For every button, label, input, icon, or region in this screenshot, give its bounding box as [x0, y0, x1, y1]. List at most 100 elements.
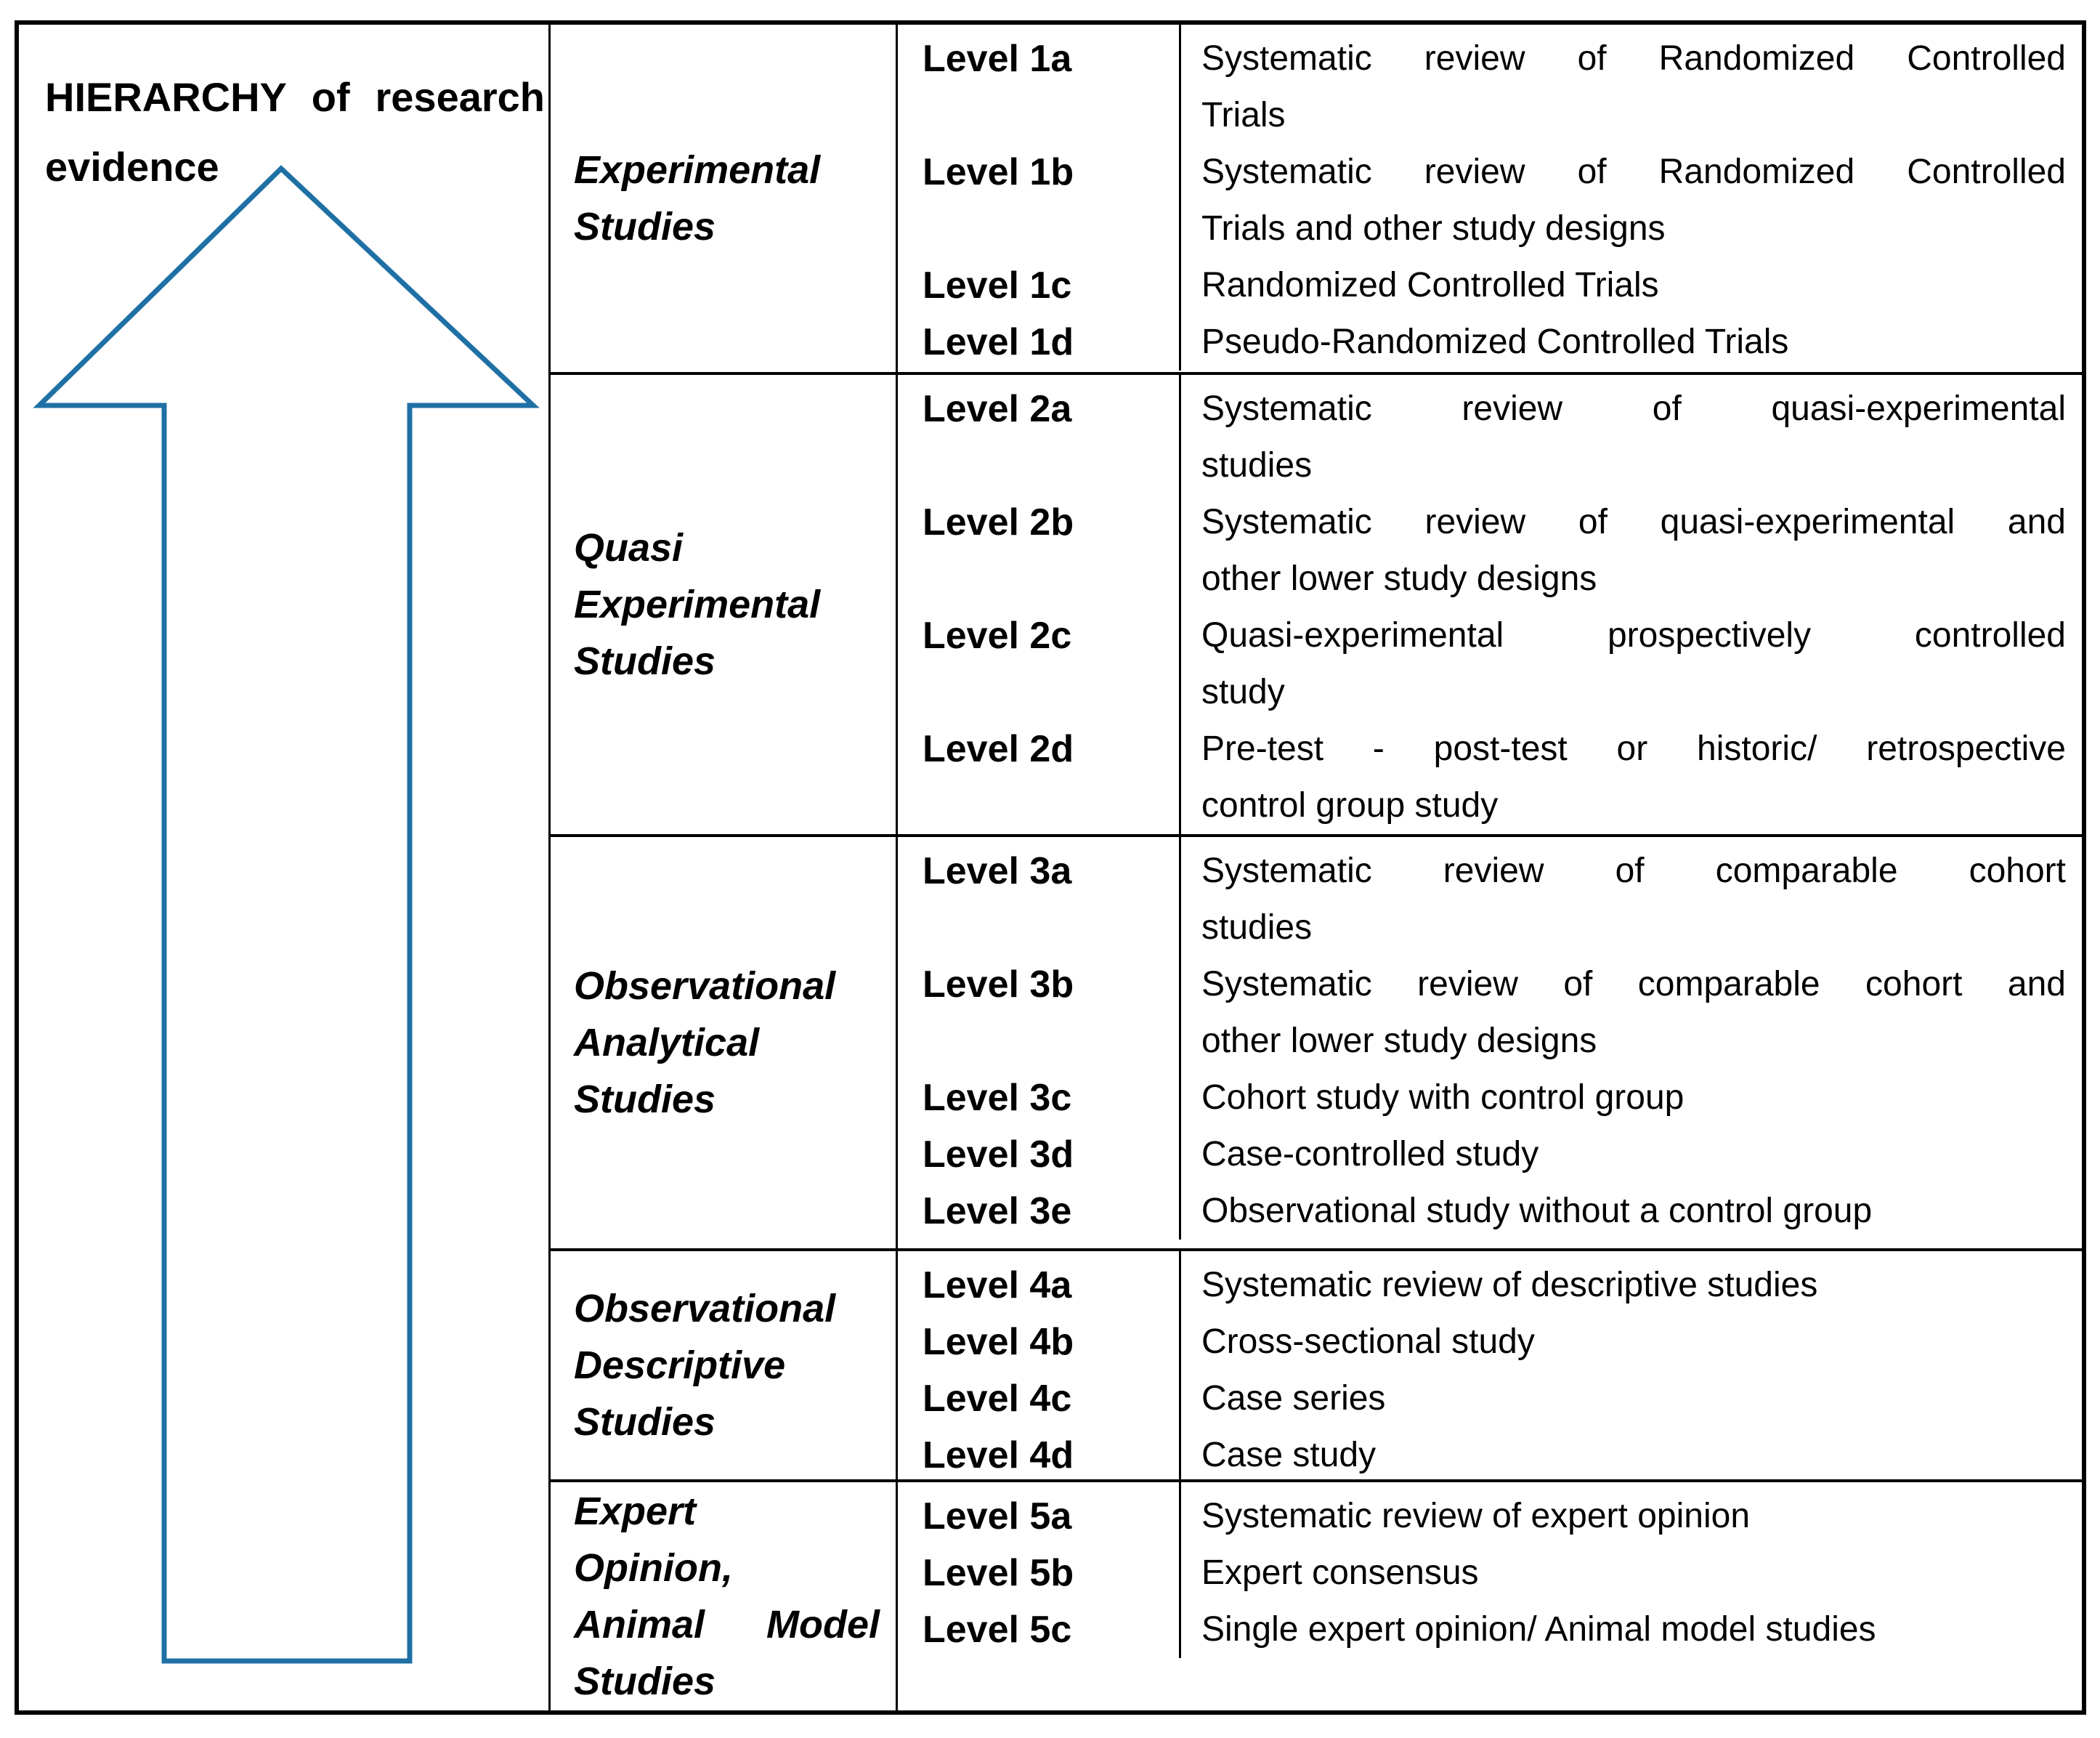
- category-text-line: Studies: [574, 1400, 716, 1444]
- category-text-line: Experimental: [574, 148, 821, 192]
- table-row: Level 2d Pre-test - post-test or histori…: [898, 721, 2082, 834]
- description-text-line: Systematic review of descriptive studies: [1201, 1266, 1818, 1304]
- category-text-line: Descriptive: [574, 1343, 786, 1387]
- table-row: Level 4d Case study: [898, 1427, 2082, 1484]
- table-row: Level 1a Systematic review of Randomized…: [898, 25, 2082, 144]
- level-rows: Level 1a Systematic review of Randomized…: [898, 25, 2082, 372]
- level-description: Quasi-experimental prospectively control…: [1179, 607, 2082, 721]
- table-row: Level 5b Expert consensus: [898, 1545, 2082, 1601]
- table-row: Level 4b Cross-sectional study: [898, 1314, 2082, 1370]
- level-description: Systematic review of quasi-experimental …: [1179, 494, 2082, 607]
- level-description: Case-controlled study: [1179, 1126, 2082, 1183]
- level-label-level-5c: Level 5c: [923, 1609, 1072, 1651]
- level-label-level-3c: Level 3c: [923, 1077, 1072, 1119]
- level-description: Observational study without a control gr…: [1179, 1183, 2082, 1240]
- description-text-line: Cross-sectional study: [1201, 1322, 1535, 1361]
- level-label-level-1a: Level 1a: [923, 38, 1072, 80]
- level-description: Single expert opinion/ Animal model stud…: [1179, 1601, 2082, 1658]
- table-section: Expert Opinion, Animal Model Studies Level …: [551, 1482, 2082, 1710]
- description-text-line: Cohort study with control group: [1201, 1078, 1685, 1117]
- level-description: Pseudo-Randomized Controlled Trials: [1179, 314, 2082, 371]
- description-text-line: Pseudo-Randomized Controlled Trials: [1201, 323, 1789, 361]
- level-rows: Level 4a Systematic review of descriptiv…: [898, 1251, 2082, 1484]
- category-cell-observational-analytical-studies: Observational Analytical Studies: [551, 837, 898, 1248]
- table-row: Level 3c Cohort study with control group: [898, 1070, 2082, 1126]
- table-row: Level 4c Case series: [898, 1370, 2082, 1427]
- level-description: Case study: [1179, 1427, 2082, 1484]
- description-text-line: Systematic review of quasi-experimental: [1201, 389, 2066, 428]
- level-description: Systematic review of Randomized Controll…: [1179, 25, 2082, 144]
- level-label-level-3b: Level 3b: [923, 963, 1074, 1006]
- category-text-line: Quasi: [574, 526, 684, 570]
- description-text-line: Single expert opinion/ Animal model stud…: [1201, 1610, 1876, 1649]
- category-cell-expert-opinion-animal-model-studies: Expert Opinion, Animal Model Studies: [551, 1482, 898, 1710]
- level-description: Systematic review of quasi-experimental s…: [1179, 375, 2082, 494]
- table-row: Level 5a Systematic review of expert opi…: [898, 1482, 2082, 1545]
- category-text-line: Observational: [574, 964, 836, 1008]
- level-description: Cohort study with control group: [1179, 1070, 2082, 1126]
- category-text-line: Animal Model: [574, 1603, 880, 1646]
- level-description: Randomized Controlled Trials: [1179, 257, 2082, 314]
- level-description: Systematic review of descriptive studies: [1179, 1251, 2082, 1314]
- description-text-line: Observational study without a control gr…: [1201, 1192, 1873, 1230]
- table-section: Observational Descriptive Studies Level 4a…: [551, 1251, 2082, 1484]
- level-label-level-3a: Level 3a: [923, 850, 1072, 892]
- level-description: Systematic review of comparable cohort st…: [1179, 837, 2082, 956]
- level-label-level-4c: Level 4c: [923, 1378, 1072, 1420]
- level-label-level-3d: Level 3d: [923, 1133, 1074, 1176]
- level-description: Systematic review of Randomized Controll…: [1179, 144, 2082, 257]
- table-row: Level 1b Systematic review of Randomized…: [898, 144, 2082, 257]
- level-label-level-2d: Level 2d: [923, 728, 1074, 770]
- level-rows: Level 5a Systematic review of expert opi…: [898, 1482, 2082, 1710]
- table-row: Level 2b Systematic review of quasi-expe…: [898, 494, 2082, 607]
- description-text-line: Expert consensus: [1201, 1553, 1479, 1592]
- table-section: Experimental Studies Level 1a Systematic …: [551, 25, 2082, 375]
- level-label-level-1b: Level 1b: [923, 151, 1074, 193]
- table-row: Level 5c Single expert opinion/ Animal m…: [898, 1601, 2082, 1658]
- description-text-line: Randomized Controlled Trials: [1201, 266, 1659, 304]
- description-text-line: Case study: [1201, 1436, 1377, 1474]
- level-label-level-4d: Level 4d: [923, 1434, 1074, 1476]
- up-arrow-icon: [33, 165, 540, 1664]
- figure-title: HIERARCHY of research evidence: [45, 62, 545, 202]
- level-label-level-3e: Level 3e: [923, 1190, 1072, 1232]
- description-text-line: Systematic review of comparable cohort a…: [1201, 965, 2066, 1003]
- table-row: Level 3b Systematic review of comparable…: [898, 956, 2082, 1070]
- level-label-level-2b: Level 2b: [923, 501, 1074, 543]
- description-text-line: Case-controlled study: [1201, 1135, 1539, 1173]
- description-text-line: Trials: [1201, 96, 1286, 134]
- level-rows: Level 3a Systematic review of comparable…: [898, 837, 2082, 1248]
- figure-frame: HIERARCHY of research evidence Experimen…: [15, 20, 2086, 1715]
- description-text-line: Systematic review of comparable cohort: [1201, 852, 2066, 890]
- level-description: Case series: [1179, 1370, 2082, 1427]
- table-row: Level 2c Quasi-experimental prospectivel…: [898, 607, 2082, 721]
- description-text-line: other lower study designs: [1201, 559, 1597, 598]
- category-text-line: Observational: [574, 1287, 836, 1330]
- category-text-line: Expert: [574, 1490, 697, 1533]
- description-text-line: Systematic review of expert opinion: [1201, 1497, 1751, 1535]
- category-text-line: Studies: [574, 205, 716, 248]
- category-text-line: Experimental: [574, 583, 821, 626]
- category-text-line: Studies: [574, 1660, 716, 1703]
- table-section: Observational Analytical Studies Level 3a …: [551, 837, 2082, 1251]
- table-row: Level 3e Observational study without a c…: [898, 1183, 2082, 1240]
- description-text-line: Pre-test - post-test or historic/ retros…: [1201, 729, 2066, 768]
- category-text-line: Analytical: [574, 1021, 760, 1064]
- table-row: Level 4a Systematic review of descriptiv…: [898, 1251, 2082, 1314]
- level-label-level-2c: Level 2c: [923, 615, 1072, 657]
- table-row: Level 3a Systematic review of comparable…: [898, 837, 2082, 956]
- figure-title-line2: evidence: [45, 144, 219, 190]
- description-text-line: Quasi-experimental prospectively control…: [1201, 616, 2066, 655]
- level-description: Systematic review of expert opinion: [1179, 1482, 2082, 1545]
- level-label-level-5a: Level 5a: [923, 1495, 1072, 1537]
- level-description: Systematic review of comparable cohort a…: [1179, 956, 2082, 1070]
- table-section: Quasi Experimental Studies Level 2a System…: [551, 375, 2082, 837]
- description-text-line: Case series: [1201, 1379, 1386, 1418]
- description-text-line: Systematic review of Randomized Controll…: [1201, 153, 2066, 191]
- level-description: Pre-test - post-test or historic/ retros…: [1179, 721, 2082, 834]
- level-label-level-5b: Level 5b: [923, 1552, 1074, 1594]
- table-row: Level 3d Case-controlled study: [898, 1126, 2082, 1183]
- category-cell-experimental-studies: Experimental Studies: [551, 25, 898, 372]
- level-description: Expert consensus: [1179, 1545, 2082, 1601]
